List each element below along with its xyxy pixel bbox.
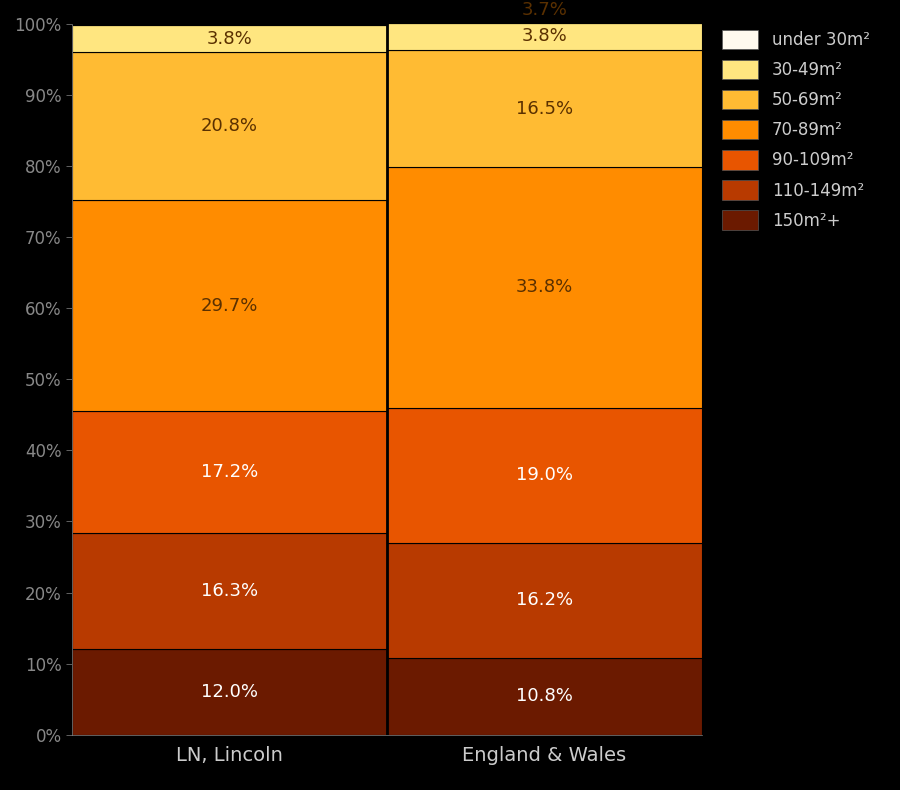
Bar xyxy=(387,658,702,735)
Bar xyxy=(72,200,387,411)
Text: 3.8%: 3.8% xyxy=(522,28,567,46)
Bar xyxy=(72,24,387,25)
Bar xyxy=(387,167,702,408)
Text: 10.8%: 10.8% xyxy=(516,687,573,705)
Text: 17.2%: 17.2% xyxy=(201,464,258,481)
Text: 20.8%: 20.8% xyxy=(201,117,258,135)
Bar xyxy=(72,533,387,649)
Text: 12.0%: 12.0% xyxy=(201,683,258,701)
Bar xyxy=(72,52,387,200)
Bar xyxy=(387,0,702,23)
Bar xyxy=(72,411,387,533)
Text: 33.8%: 33.8% xyxy=(516,279,573,296)
Bar xyxy=(387,408,702,543)
Bar xyxy=(72,25,387,52)
Bar xyxy=(387,23,702,50)
Text: 16.5%: 16.5% xyxy=(516,100,573,118)
Bar xyxy=(72,649,387,735)
Text: 16.3%: 16.3% xyxy=(201,582,258,600)
Bar xyxy=(387,543,702,658)
Text: 19.0%: 19.0% xyxy=(516,466,573,484)
Text: 29.7%: 29.7% xyxy=(201,296,258,314)
Text: 3.8%: 3.8% xyxy=(207,30,252,47)
Legend: under 30m², 30-49m², 50-69m², 70-89m², 90-109m², 110-149m², 150m²+: under 30m², 30-49m², 50-69m², 70-89m², 9… xyxy=(716,25,875,235)
Text: 16.2%: 16.2% xyxy=(516,592,573,609)
Bar xyxy=(387,50,702,167)
Text: 3.7%: 3.7% xyxy=(522,1,567,19)
